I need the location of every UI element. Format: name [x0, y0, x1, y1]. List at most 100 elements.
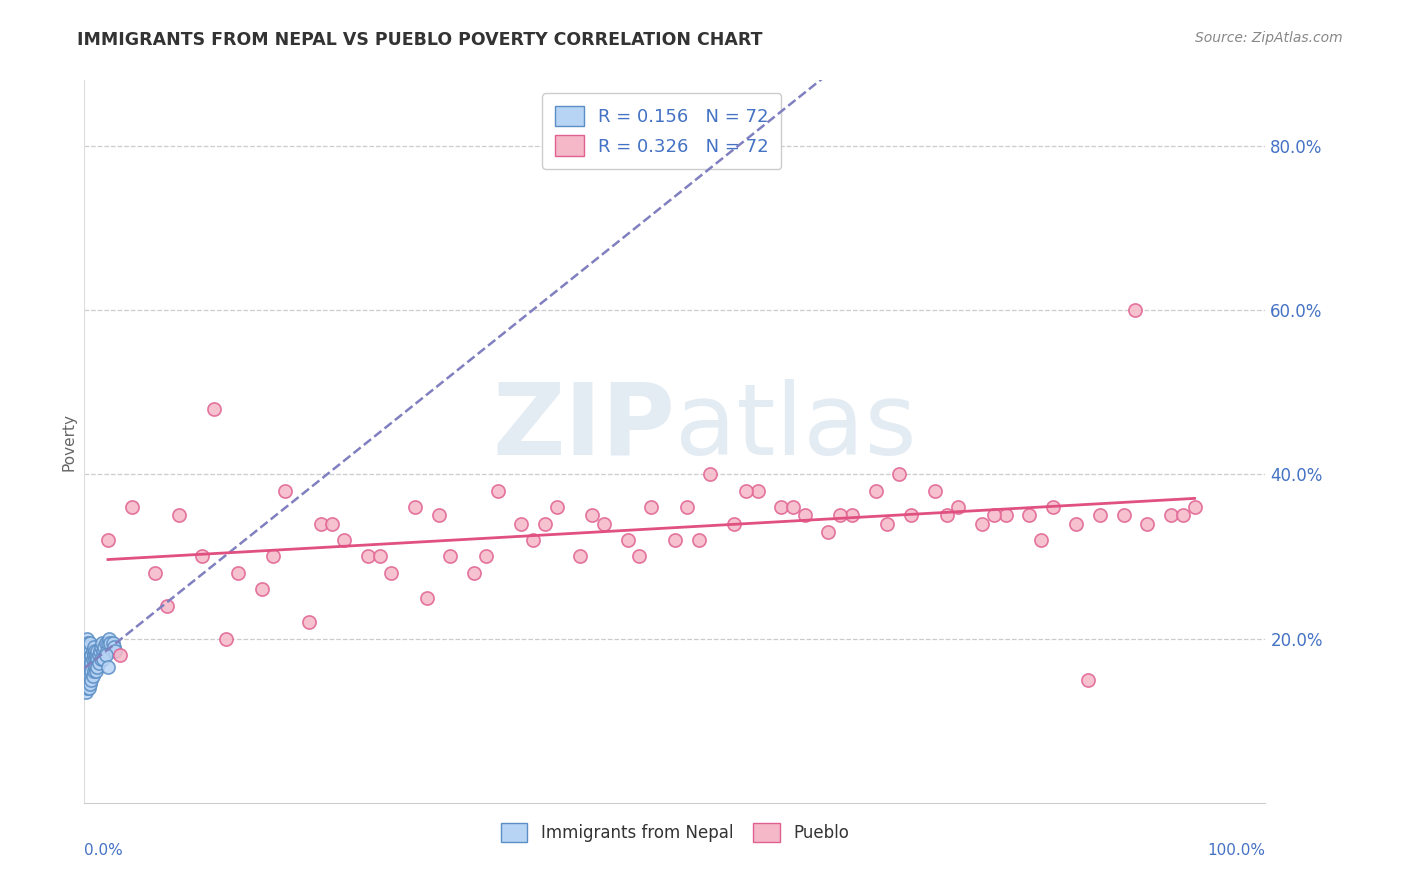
- Point: [90, 652, 112, 666]
- Point: [333, 533, 356, 547]
- Point: [143, 566, 166, 580]
- Point: [77, 648, 100, 662]
- Point: [569, 549, 592, 564]
- Point: [427, 508, 450, 523]
- Point: [262, 549, 284, 564]
- Point: [581, 508, 603, 523]
- Text: atlas: atlas: [675, 378, 917, 475]
- Point: [202, 401, 225, 416]
- Point: [534, 516, 557, 531]
- Point: [416, 591, 439, 605]
- Point: [948, 500, 970, 515]
- Point: [1029, 533, 1052, 547]
- Point: [191, 549, 214, 564]
- Point: [1136, 516, 1159, 531]
- Point: [80, 665, 103, 679]
- Point: [900, 508, 922, 523]
- Point: [84, 648, 107, 662]
- Point: [76, 640, 98, 654]
- Point: [98, 632, 121, 646]
- Point: [321, 516, 343, 531]
- Point: [1042, 500, 1064, 515]
- Point: [876, 516, 898, 531]
- Point: [75, 660, 97, 674]
- Point: [79, 652, 101, 666]
- Point: [80, 657, 103, 671]
- Point: [101, 636, 124, 650]
- Point: [76, 648, 98, 662]
- Point: [76, 673, 98, 687]
- Point: [817, 524, 839, 539]
- Point: [486, 483, 509, 498]
- Point: [1018, 508, 1040, 523]
- Point: [1066, 516, 1088, 531]
- Text: 100.0%: 100.0%: [1208, 843, 1265, 857]
- Point: [274, 483, 297, 498]
- Point: [80, 665, 103, 679]
- Point: [546, 500, 568, 515]
- Point: [782, 500, 804, 515]
- Point: [77, 644, 100, 658]
- Point: [841, 508, 863, 523]
- Point: [89, 644, 111, 658]
- Point: [75, 636, 97, 650]
- Point: [97, 660, 120, 674]
- Point: [380, 566, 402, 580]
- Point: [226, 566, 249, 580]
- Point: [79, 677, 101, 691]
- Text: 0.0%: 0.0%: [84, 843, 124, 857]
- Point: [77, 640, 100, 654]
- Point: [215, 632, 238, 646]
- Text: IMMIGRANTS FROM NEPAL VS PUEBLO POVERTY CORRELATION CHART: IMMIGRANTS FROM NEPAL VS PUEBLO POVERTY …: [77, 31, 763, 49]
- Point: [522, 533, 544, 547]
- Point: [90, 640, 112, 654]
- Text: ZIP: ZIP: [492, 378, 675, 475]
- Point: [98, 636, 121, 650]
- Point: [935, 508, 957, 523]
- Point: [628, 549, 651, 564]
- Point: [76, 681, 98, 695]
- Point: [97, 636, 120, 650]
- Point: [1160, 508, 1182, 523]
- Point: [770, 500, 793, 515]
- Point: [924, 483, 946, 498]
- Point: [368, 549, 391, 564]
- Point: [91, 652, 114, 666]
- Point: [108, 648, 131, 662]
- Point: [640, 500, 662, 515]
- Point: [77, 673, 100, 687]
- Point: [84, 644, 107, 658]
- Point: [77, 652, 100, 666]
- Point: [79, 660, 101, 674]
- Point: [86, 652, 108, 666]
- Point: [84, 657, 107, 671]
- Point: [250, 582, 273, 597]
- Point: [82, 668, 104, 682]
- Point: [889, 467, 911, 482]
- Point: [87, 648, 110, 662]
- Point: [75, 677, 97, 691]
- Point: [865, 483, 887, 498]
- Point: [84, 652, 107, 666]
- Point: [404, 500, 426, 515]
- Point: [688, 533, 710, 547]
- Point: [1112, 508, 1135, 523]
- Point: [1077, 673, 1099, 687]
- Point: [76, 632, 98, 646]
- Point: [93, 640, 115, 654]
- Y-axis label: Poverty: Poverty: [60, 412, 76, 471]
- Point: [309, 516, 332, 531]
- Point: [675, 500, 697, 515]
- Point: [79, 644, 101, 658]
- Point: [77, 668, 100, 682]
- Point: [80, 673, 103, 687]
- Point: [83, 648, 105, 662]
- Point: [77, 660, 100, 674]
- Point: [994, 508, 1017, 523]
- Point: [357, 549, 380, 564]
- Point: [77, 665, 100, 679]
- Point: [103, 640, 125, 654]
- Point: [510, 516, 533, 531]
- Point: [76, 657, 98, 671]
- Point: [77, 668, 100, 682]
